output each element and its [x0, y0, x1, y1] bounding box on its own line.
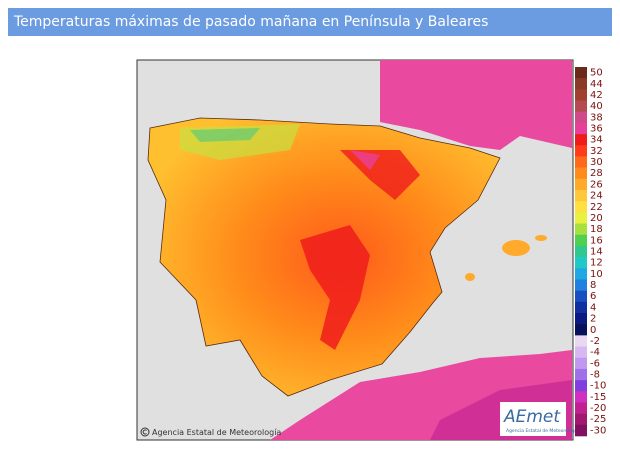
legend-label: 34 [590, 135, 603, 146]
legend-label: 28 [590, 168, 603, 179]
legend-label: 26 [590, 179, 603, 190]
legend-swatch [575, 424, 587, 437]
legend-swatch [575, 290, 587, 303]
legend-swatch [575, 391, 587, 403]
page-title: Temperaturas máximas de pasado mañana en… [8, 8, 612, 36]
legend-label: 0 [590, 325, 596, 336]
legend-label: 32 [590, 146, 603, 157]
legend-swatch [575, 234, 587, 247]
logo-subtitle: Agencia Estatal de Meteorología [506, 427, 579, 434]
legend-swatch [575, 201, 587, 213]
legend-label: 38 [590, 112, 603, 123]
copyright-icon [142, 429, 147, 435]
legend-swatch [575, 100, 587, 113]
legend-swatch [575, 190, 587, 202]
legend-swatch [575, 67, 587, 79]
legend-swatch [575, 324, 587, 336]
legend-label: 18 [590, 224, 603, 235]
legend-swatch [575, 156, 587, 168]
legend-label: 44 [590, 79, 603, 90]
ibiza [465, 273, 475, 281]
legend-swatch [575, 89, 587, 101]
legend-swatch [575, 301, 587, 314]
legend-label: -2 [590, 336, 600, 347]
mallorca [502, 240, 530, 256]
legend: 5044424038363432302826242220181614121086… [575, 67, 606, 436]
legend-swatch [575, 335, 587, 347]
legend-label: 10 [590, 269, 603, 280]
legend-swatch [575, 380, 587, 392]
logo: AEmet [503, 407, 561, 427]
legend-label: 12 [590, 258, 603, 269]
legend-swatch [575, 223, 587, 236]
legend-label: 6 [590, 291, 596, 302]
legend-swatch [575, 268, 587, 280]
legend-swatch [575, 413, 587, 426]
legend-label: 20 [590, 213, 603, 224]
legend-swatch [575, 145, 587, 157]
legend-label: 36 [590, 124, 603, 135]
legend-label: -30 [590, 425, 606, 436]
hot-area [350, 150, 380, 170]
legend-swatch [575, 346, 587, 359]
legend-swatch [575, 178, 587, 191]
hot-area [340, 150, 420, 200]
legend-swatch [575, 134, 587, 146]
legend-label: 40 [590, 101, 603, 112]
legend-swatch [575, 245, 587, 258]
legend-label: 8 [590, 280, 596, 291]
legend-swatch [575, 78, 587, 90]
legend-label: 2 [590, 314, 596, 325]
logo-box [500, 402, 566, 436]
credit: Agencia Estatal de Meteorología [152, 428, 281, 437]
legend-label: -10 [590, 381, 606, 392]
france [380, 60, 572, 150]
menorca [535, 235, 547, 241]
legend-label: -6 [590, 358, 600, 369]
legend-label: -15 [590, 392, 606, 403]
legend-label: 42 [590, 90, 603, 101]
legend-label: -20 [590, 403, 606, 414]
legend-swatch [575, 313, 587, 325]
legend-label: -8 [590, 370, 600, 381]
legend-swatch [575, 402, 587, 414]
legend-swatch [575, 279, 587, 291]
legend-swatch [575, 122, 587, 135]
legend-label: 24 [590, 191, 603, 202]
legend-label: 50 [590, 68, 603, 79]
legend-swatch [575, 257, 587, 269]
copyright-icon [140, 427, 150, 437]
legend-label: 30 [590, 157, 603, 168]
legend-swatch [575, 167, 587, 180]
legend-label: 4 [590, 302, 596, 313]
hot-area [300, 225, 370, 350]
legend-swatch [575, 368, 587, 381]
legend-label: 16 [590, 235, 603, 246]
legend-swatch [575, 357, 587, 370]
legend-label: -25 [590, 414, 606, 425]
green-area [190, 128, 260, 142]
legend-swatch [575, 212, 587, 224]
legend-label: -4 [590, 347, 600, 358]
legend-swatch [575, 111, 587, 124]
legend-label: 14 [590, 247, 603, 258]
legend-label: 22 [590, 202, 603, 213]
